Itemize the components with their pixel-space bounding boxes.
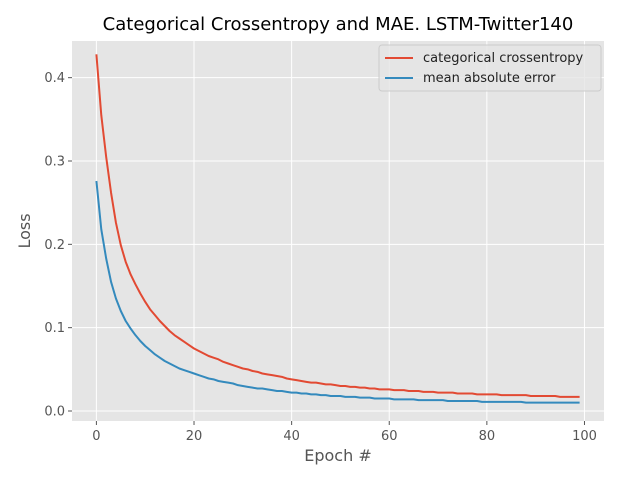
legend-label-crossentropy: categorical crossentropy [423, 51, 584, 66]
y-axis-ticks: 0.0 0.1 0.2 0.3 0.4 [44, 71, 72, 420]
y-tick-label: 0.0 [44, 405, 65, 420]
x-axis-label: Epoch # [304, 446, 371, 465]
x-tick-label: 100 [572, 429, 597, 444]
legend-label-mae: mean absolute error [423, 71, 556, 86]
x-tick-label: 80 [479, 429, 496, 444]
series-lines [95, 54, 580, 404]
y-axis-label: Loss [15, 213, 34, 248]
y-tick-label: 0.4 [44, 71, 65, 86]
x-axis-ticks: 0 20 40 60 80 100 [92, 421, 597, 444]
chart-title: Categorical Crossentropy and MAE. LSTM-T… [103, 14, 574, 35]
x-tick-label: 60 [381, 429, 398, 444]
series-line-mae [95, 180, 580, 404]
y-tick-label: 0.2 [44, 238, 65, 253]
x-tick-label: 20 [186, 429, 203, 444]
y-tick-label: 0.1 [44, 321, 65, 336]
legend-box [378, 44, 602, 92]
x-tick-label: 0 [92, 429, 100, 444]
series-line-crossentropy [95, 54, 580, 398]
x-tick-label: 40 [283, 429, 300, 444]
y-tick-label: 0.3 [44, 155, 65, 170]
plot-area [72, 41, 604, 421]
legend: categorical crossentropy mean absolute e… [378, 44, 602, 92]
